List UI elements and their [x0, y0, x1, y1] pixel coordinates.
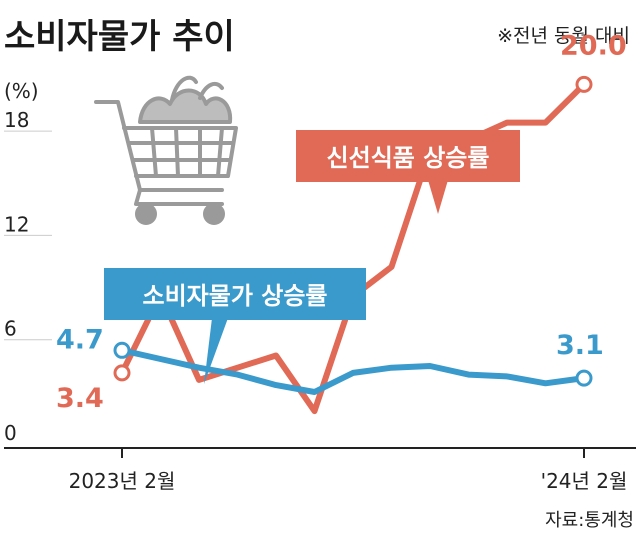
y-tick-label: 6 [4, 317, 17, 341]
food-start-value: 3.4 [56, 383, 104, 414]
cpi-series-callout: 소비자물가 상승률 [104, 268, 366, 384]
food-series-label: 신선식품 상승률 [327, 144, 490, 172]
y-tick-label: 12 [4, 212, 29, 236]
food-end-value: 20.0 [560, 30, 627, 61]
y-tick-label: 0 [4, 421, 17, 445]
cpi-endpoint-marker [113, 341, 131, 359]
cpi-end-value: 3.1 [556, 330, 604, 361]
x-tick-label: '24년 2월 [541, 469, 628, 493]
y-tick-label: 18 [4, 108, 29, 132]
x-tick-label: 2023년 2월 [69, 469, 176, 493]
cpi-endpoint-marker [575, 369, 593, 387]
y-axis-unit: (%) [4, 79, 39, 103]
x-axis-ticks: 2023년 2월 '24년 2월 [69, 448, 628, 493]
comparison-note: ※전년 동월 대비 [497, 25, 630, 47]
value-labels: 3.4 20.0 4.7 3.1 [56, 30, 627, 414]
cpi-start-value: 4.7 [56, 324, 104, 355]
cpi-series-line [119, 347, 587, 395]
shopping-cart-icon [94, 75, 238, 225]
gridlines [4, 130, 52, 341]
food-endpoint-marker [575, 75, 593, 93]
source-note: 자료:통계청 [545, 510, 634, 531]
y-tick-labels: 0 6 12 18 [4, 108, 29, 445]
food-endpoint-marker [113, 364, 131, 382]
food-series-callout: 신선식품 상승률 [296, 130, 520, 214]
cpi-series-label: 소비자물가 상승률 [143, 282, 328, 310]
chart-title: 소비자물가 추이 [4, 17, 235, 57]
